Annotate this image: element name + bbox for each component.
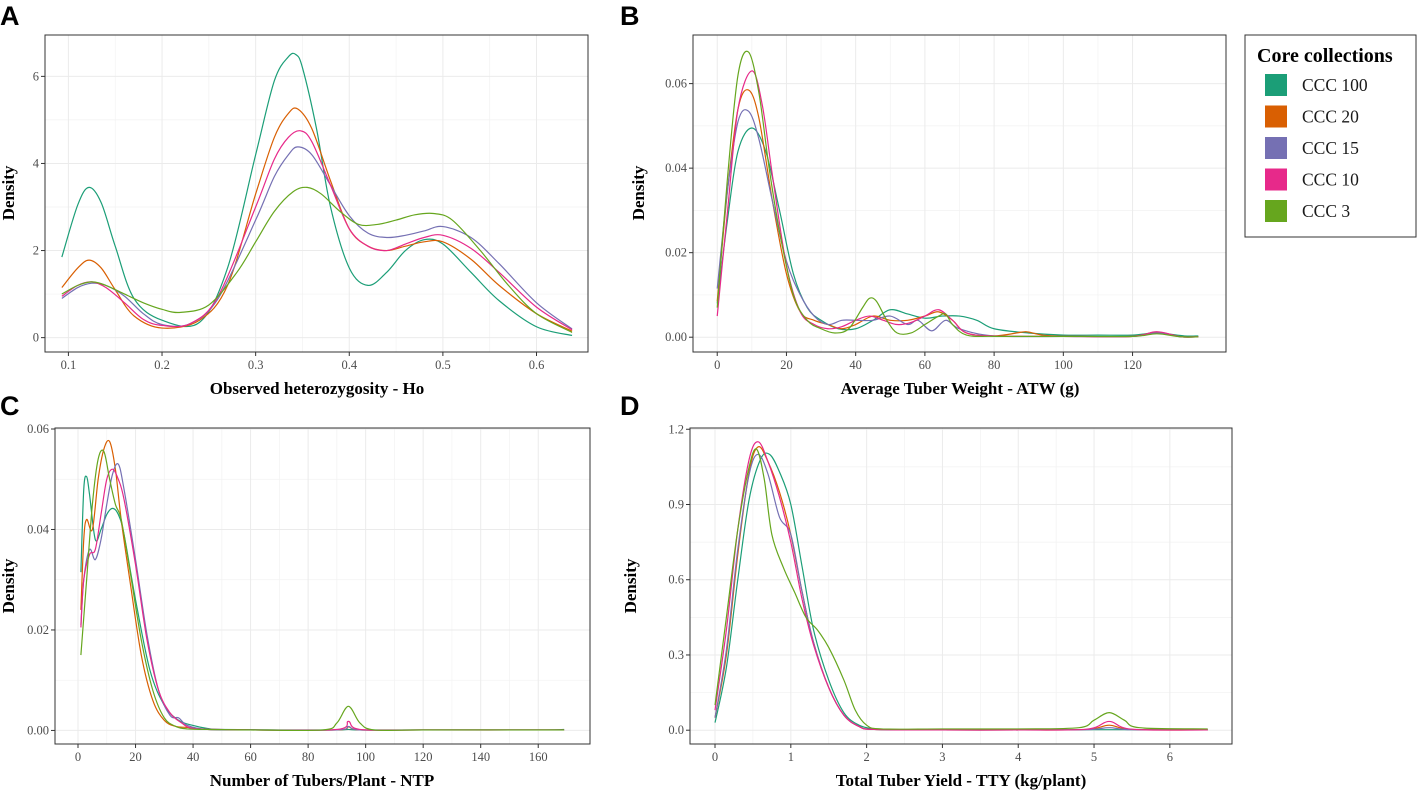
plot-background-c [55,428,590,744]
x-tick-label: 5 [1091,750,1097,764]
x-tick-label: 140 [471,750,490,764]
x-axis-title-c: Number of Tubers/Plant - NTP [210,771,435,790]
y-tick-label: 0.6 [668,573,684,587]
x-tick-label: 6 [1167,750,1173,764]
y-tick-label: 0.00 [27,723,49,737]
density-line-ccc-100 [61,52,573,337]
x-tick-label: 100 [356,750,375,764]
y-tick-label: 0.0 [668,723,684,737]
x-axis-title-a: Observed heterozygosity - Ho [210,379,425,398]
x-tick-label: 0.4 [341,358,357,372]
panel-label-c: C [0,391,20,421]
legend-label-ccc-3: CCC 3 [1302,201,1350,221]
x-tick-label: 3 [939,750,945,764]
x-tick-label: 1 [788,750,794,764]
plot-border-a [44,34,589,353]
density-line-ccc-15 [61,146,573,330]
x-tick-label: 100 [1054,358,1073,372]
plot-border-c [54,427,591,745]
x-tick-label: 160 [529,750,548,764]
x-tick-label: 20 [780,358,793,372]
density-line-ccc-100 [716,127,1199,337]
density-line-ccc-10 [80,468,565,731]
x-tick-label: 0.1 [61,358,77,372]
x-tick-label: 0 [712,750,718,764]
x-tick-label: 80 [302,750,315,764]
y-tick-label: 0.3 [668,648,684,662]
x-tick-label: 120 [1123,358,1142,372]
y-tick-label: 0.02 [665,246,687,260]
legend-label-ccc-20: CCC 20 [1302,107,1359,127]
panel-a: A 0.1 0.2 0.3 0.4 0.5 0.6 0 2 4 6 Observed heteroz… [0,1,589,398]
y-tick-label: 0.06 [27,422,49,436]
legend-label-ccc-100: CCC 100 [1302,75,1368,95]
x-tick-label: 0 [714,358,720,372]
x-tick-label: 0.2 [154,358,170,372]
x-tick-label: 20 [129,750,142,764]
density-line-ccc-3 [61,186,573,333]
x-tick-label: 4 [1015,750,1022,764]
x-axis-title-b: Average Tuber Weight - ATW (g) [841,379,1080,398]
panel-c: C 0 20 40 60 80 100 120 140 160 0.00 0.02 0.04 0.06 N… [0,391,591,790]
x-axis-title-d: Total Tuber Yield - TTY (kg/plant) [836,771,1087,790]
y-tick-label: 6 [33,69,39,83]
legend-title: Core collections [1257,45,1393,67]
legend-swatch-ccc-20 [1265,105,1287,128]
panel-label-b: B [620,1,640,31]
density-line-ccc-100 [80,475,565,731]
legend-label-ccc-15: CCC 15 [1302,138,1359,158]
x-tick-label: 2 [863,750,869,764]
density-line-ccc-10 [61,130,573,331]
x-tick-label: 60 [244,750,257,764]
panel-d: D 0 1 2 3 4 5 6 0.0 0.3 0.6 0.9 1.2 Total Tuber Yiel… [620,391,1233,790]
y-tick-label: 1.2 [668,422,684,436]
legend-swatch-ccc-3 [1265,200,1287,222]
y-tick-label: 0.04 [665,161,688,175]
x-tick-label: 0.3 [248,358,264,372]
legend-swatch-ccc-10 [1265,168,1287,191]
x-tick-label: 60 [919,358,932,372]
density-line-ccc-3 [80,449,565,732]
panel-b: B 0 20 40 60 80 100 120 0.00 0.02 0.04 0.06 Average… [620,1,1227,398]
density-line-ccc-3 [714,448,1208,730]
x-tick-label: 0.5 [435,358,451,372]
x-tick-label: 40 [849,358,862,372]
y-axis-title-b: Density [629,165,648,220]
x-tick-label: 0 [75,750,81,764]
x-tick-label: 120 [414,750,433,764]
x-tick-label: 80 [988,358,1001,372]
y-tick-label: 0.00 [665,330,687,344]
density-line-ccc-3 [716,50,1199,338]
y-tick-label: 4 [33,156,40,170]
y-tick-label: 0.06 [665,77,687,91]
plot-border-b [692,34,1227,353]
legend: Core collections CCC 100 CCC 20 CCC 15 CCC … [1244,34,1417,238]
legend-swatch-ccc-15 [1265,137,1287,159]
x-tick-label: 40 [187,750,200,764]
y-axis-title-c: Density [0,558,18,613]
density-line-ccc-10 [714,441,1208,731]
y-tick-label: 0.02 [27,623,49,637]
y-axis-title-a: Density [0,165,18,220]
y-tick-label: 0.04 [27,522,50,536]
y-tick-label: 2 [33,244,39,258]
panel-label-a: A [0,1,20,31]
plot-background-d [690,428,1232,744]
y-axis-title-d: Density [621,558,640,613]
plot-border-d [689,427,1233,745]
legend-swatch-ccc-100 [1265,74,1287,96]
y-tick-label: 0.9 [668,497,684,511]
x-tick-label: 0.6 [529,358,545,372]
legend-label-ccc-10: CCC 10 [1302,170,1359,190]
panel-label-d: D [620,391,640,421]
y-tick-label: 0 [33,331,39,345]
